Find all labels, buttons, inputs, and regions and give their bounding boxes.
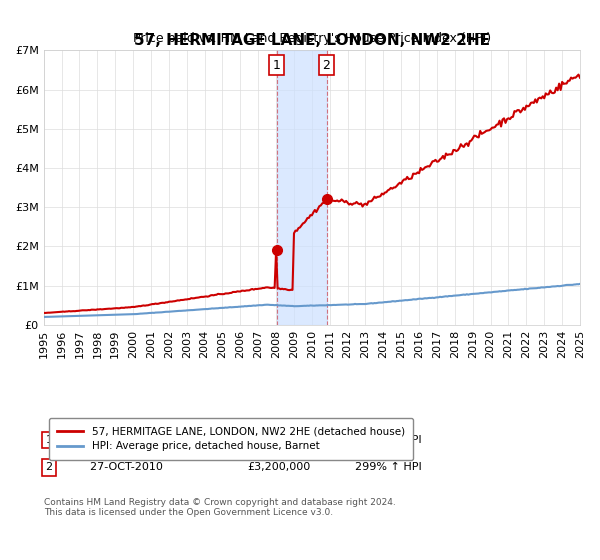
Text: Price paid vs. HM Land Registry's House Price Index (HPI): Price paid vs. HM Land Registry's House … bbox=[133, 32, 491, 45]
Text: 07-JAN-2008: 07-JAN-2008 bbox=[76, 435, 160, 445]
Text: 148% ↑ HPI: 148% ↑ HPI bbox=[355, 435, 421, 445]
Text: 1: 1 bbox=[273, 59, 281, 72]
Text: Contains HM Land Registry data © Crown copyright and database right 2024.
This d: Contains HM Land Registry data © Crown c… bbox=[44, 498, 395, 517]
Text: 299% ↑ HPI: 299% ↑ HPI bbox=[355, 463, 422, 473]
Legend: 57, HERMITAGE LANE, LONDON, NW2 2HE (detached house), HPI: Average price, detach: 57, HERMITAGE LANE, LONDON, NW2 2HE (det… bbox=[49, 418, 413, 460]
Text: 27-OCT-2010: 27-OCT-2010 bbox=[76, 463, 163, 473]
Title: 57, HERMITAGE LANE, LONDON, NW2 2HE: 57, HERMITAGE LANE, LONDON, NW2 2HE bbox=[134, 33, 490, 48]
Text: £3,200,000: £3,200,000 bbox=[248, 463, 311, 473]
Bar bbox=[277, 50, 326, 325]
Text: 2: 2 bbox=[323, 59, 331, 72]
Text: 2: 2 bbox=[46, 463, 53, 473]
Text: £1,900,000: £1,900,000 bbox=[248, 435, 311, 445]
Text: 1: 1 bbox=[46, 435, 53, 445]
